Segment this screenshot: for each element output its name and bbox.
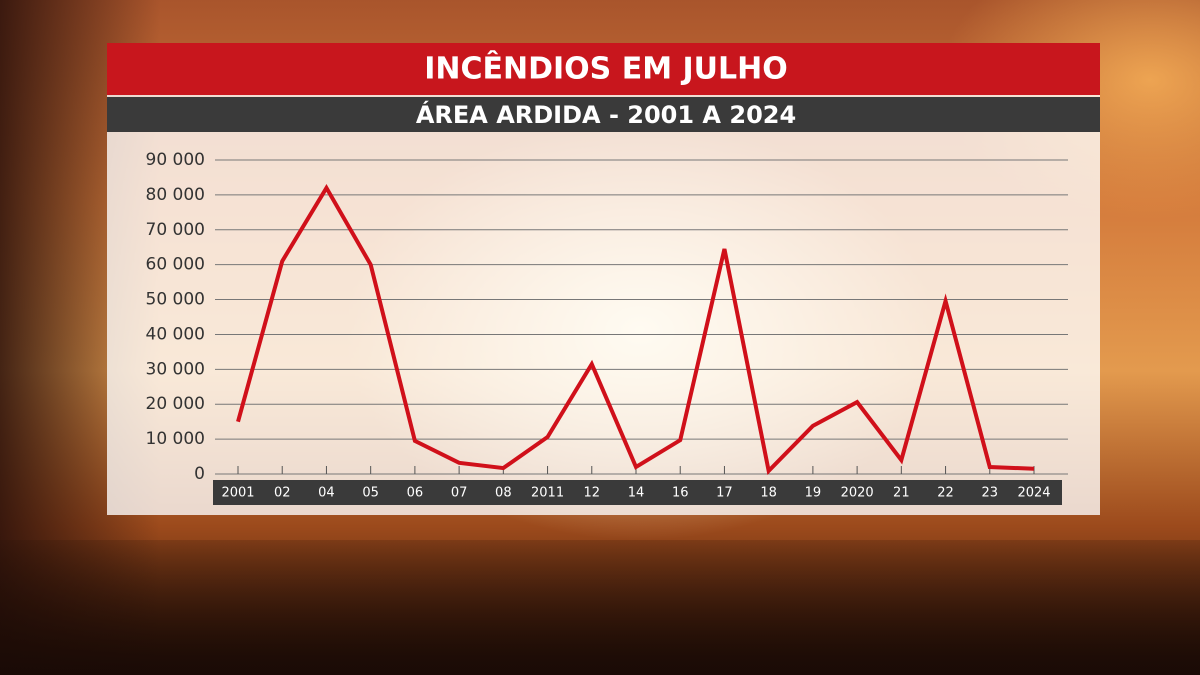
y-tick-label: 60 000 [146, 255, 205, 275]
x-tick-label: 14 [628, 486, 645, 501]
subtitle-bar [107, 97, 1100, 132]
x-tick-label: 05 [362, 486, 379, 501]
y-tick-label: 10 000 [146, 429, 205, 449]
data-line [236, 183, 1035, 475]
y-tick-label: 40 000 [146, 324, 205, 344]
x-tick-label: 17 [716, 486, 733, 501]
y-tick-label: 0 [194, 464, 205, 484]
x-tick-label: 08 [495, 486, 512, 501]
chart-subtitle: ÁREA ARDIDA - 2001 A 2024 [416, 100, 796, 129]
x-tick-label: 2020 [841, 486, 874, 501]
x-tick-label: 18 [760, 486, 777, 501]
y-tick-label: 20 000 [146, 394, 205, 414]
x-tick-label: 02 [274, 486, 291, 501]
x-tick-label: 16 [672, 486, 689, 501]
x-tick-label: 2001 [221, 486, 254, 501]
chart-title: INCÊNDIOS EM JULHO [424, 51, 788, 87]
x-tick-label: 22 [937, 486, 954, 501]
x-tick-label: 12 [584, 486, 601, 501]
y-tick-label: 80 000 [146, 185, 205, 205]
title-bar [107, 43, 1100, 95]
x-tick-label: 07 [451, 486, 468, 501]
y-tick-label: 30 000 [146, 359, 205, 379]
y-tick-label: 70 000 [146, 220, 205, 240]
x-tick-label: 04 [318, 486, 335, 501]
x-tick-label: 23 [982, 486, 999, 501]
x-axis-band [213, 480, 1062, 505]
x-tick-label: 06 [407, 486, 424, 501]
x-tick-label: 2024 [1017, 486, 1050, 501]
x-tick-label: 19 [805, 486, 822, 501]
x-tick-label: 2011 [531, 486, 564, 501]
y-tick-label: 50 000 [146, 290, 205, 310]
x-tick-label: 21 [893, 486, 910, 501]
y-tick-label: 90 000 [146, 150, 205, 170]
